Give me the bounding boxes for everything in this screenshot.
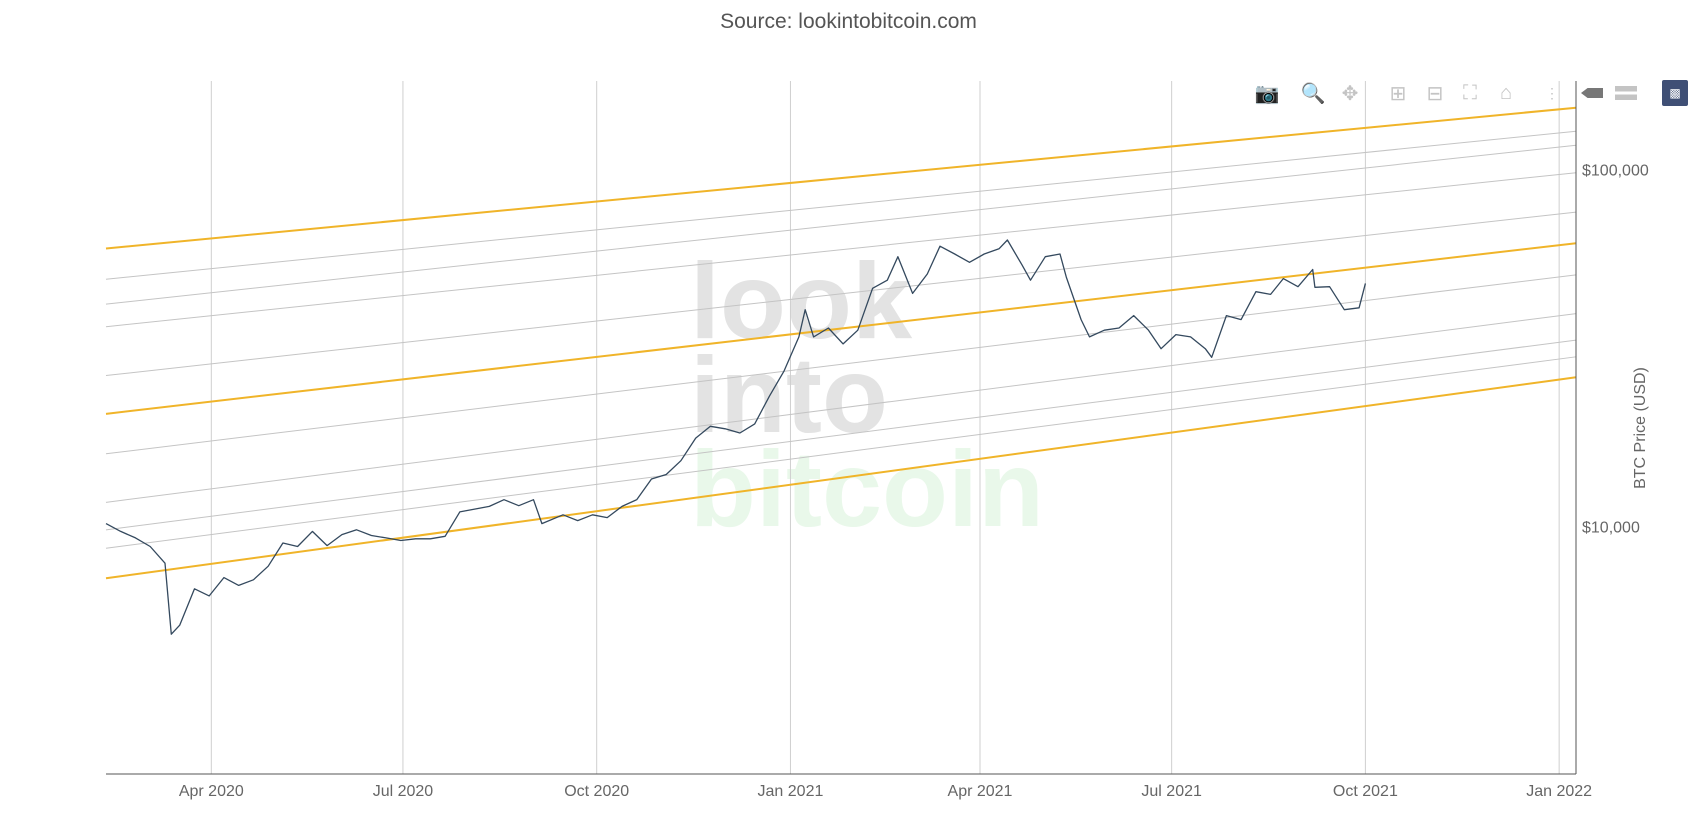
x-tick-label: Jan 2021 (758, 783, 824, 800)
spike-lines-icon[interactable]: ⋮ (1545, 84, 1559, 101)
camera-icon[interactable]: 📷 (1254, 82, 1280, 105)
x-tick-label: Apr 2020 (179, 783, 244, 800)
band-line-orange-bottom (105, 376, 1577, 580)
plotly-logo-icon[interactable]: ▩ (1662, 80, 1688, 106)
hover-closest-icon[interactable] (1579, 80, 1605, 106)
watermark-bitcoin: bitcoin (690, 428, 1044, 549)
band-line-gray-6 (105, 313, 1577, 503)
x-tick-label: Jul 2020 (373, 783, 434, 800)
band-line-gray-8 (105, 356, 1577, 549)
bands (105, 106, 1577, 580)
zoom-out-icon[interactable]: ⊟ (1426, 82, 1444, 105)
zoom-in-icon[interactable]: ⊞ (1389, 82, 1407, 105)
y-tick-label: $10,000 (1582, 520, 1640, 537)
price-series (105, 239, 1367, 635)
autoscale-icon[interactable]: ⛶ (1463, 81, 1477, 104)
watermark-into: into (690, 334, 888, 455)
band-line-gray-1 (105, 130, 1577, 280)
axes: Apr 2020 Jul 2020 Oct 2020 Jan 2021 Apr 2021… (106, 81, 1649, 800)
band-line-gray-2 (105, 144, 1577, 305)
x-tick-label: Oct 2021 (1333, 783, 1398, 800)
modebar: 📷 🔍 ✥ ⊞ ⊟ ⛶ ⌂ ⋮ ▩ (1250, 80, 1690, 108)
reset-axes-icon[interactable]: ⌂ (1499, 81, 1513, 104)
band-line-orange-mid (105, 242, 1577, 415)
zoom-icon[interactable]: 🔍 (1300, 82, 1326, 105)
pan-icon[interactable]: ✥ (1341, 82, 1359, 105)
y-axis-title: BTC Price (USD) (1632, 367, 1649, 489)
x-tick-label: Jul 2021 (1141, 783, 1202, 800)
x-tick-label: Apr 2021 (948, 783, 1013, 800)
x-grid (210, 81, 1560, 774)
band-line-gray-3 (105, 172, 1577, 328)
watermark: look into bitcoin (690, 240, 1044, 549)
btc-price-line (105, 239, 1367, 635)
y-tick-label: $100,000 (1582, 163, 1649, 180)
x-tick-label: Oct 2020 (564, 783, 629, 800)
chart-title: Source: lookintobitcoin.com (720, 10, 977, 33)
band-line-gray-7 (105, 339, 1577, 531)
band-line-gray-5 (105, 274, 1577, 455)
x-tick-label: Jan 2022 (1526, 783, 1592, 800)
band-line-orange-top (105, 106, 1577, 250)
hover-compare-icon[interactable] (1613, 80, 1639, 106)
band-line-gray-4 (105, 211, 1577, 377)
